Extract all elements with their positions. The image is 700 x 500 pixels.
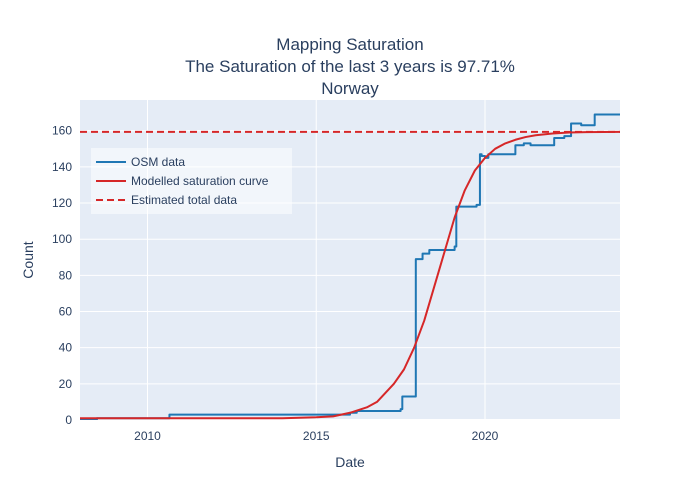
y-axis-title: Count: [20, 241, 36, 278]
legend-label-estimated-total[interactable]: Estimated total data: [131, 193, 237, 207]
grid: [80, 100, 620, 421]
series-layer: [80, 113, 620, 420]
y-tick-label: 100: [52, 232, 72, 246]
y-tick-label: 160: [52, 124, 72, 138]
chart-title-line-3: Norway: [321, 79, 379, 98]
x-axis-title: Date: [335, 454, 365, 470]
chart-title-line-1: Mapping Saturation: [276, 35, 423, 54]
legend: OSM data Modelled saturation curve Estim…: [91, 148, 292, 214]
y-tick-label: 40: [59, 341, 73, 355]
x-tick-label: 2020: [472, 429, 499, 443]
legend-label-osm-data[interactable]: OSM data: [131, 155, 185, 169]
y-tick-label: 80: [59, 268, 73, 282]
legend-label-modelled-curve[interactable]: Modelled saturation curve: [131, 174, 269, 188]
y-tick-label: 60: [59, 305, 73, 319]
y-tick-label: 140: [52, 160, 72, 174]
axis-ticks: 2010 2015 2020 0 20 40 60 80 100 120 140 160: [52, 124, 499, 443]
chart-title-line-2: The Saturation of the last 3 years is 97…: [185, 57, 515, 76]
x-tick-label: 2010: [134, 429, 161, 443]
y-tick-label: 120: [52, 196, 72, 210]
y-tick-label: 0: [65, 413, 72, 427]
series-modelled-saturation-curve: [80, 130, 620, 420]
x-tick-label: 2015: [303, 429, 330, 443]
y-tick-label: 20: [59, 377, 73, 391]
chart-title: Mapping Saturation The Saturation of the…: [185, 35, 515, 98]
